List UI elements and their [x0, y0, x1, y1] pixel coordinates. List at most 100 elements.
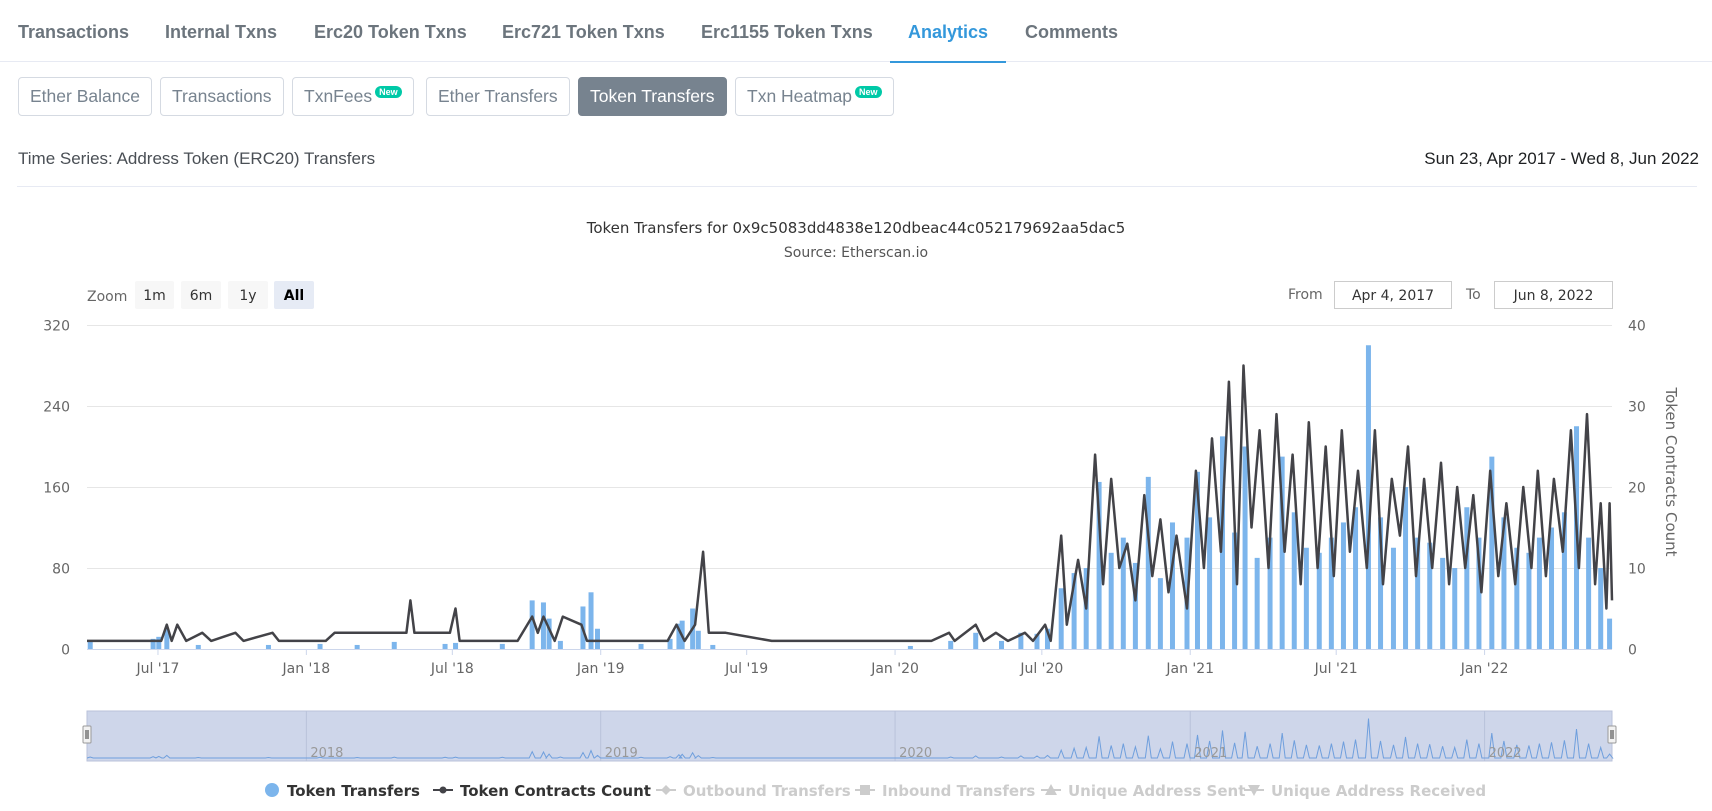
zoom-6m-label: 6m	[190, 288, 213, 304]
legend-label: Unique Address Sent	[1068, 782, 1245, 800]
tab-analytics[interactable]: Analytics	[889, 0, 1007, 63]
from-date-input[interactable]: Apr 4, 2017	[1334, 281, 1452, 309]
token-transfers-bar	[1132, 562, 1138, 649]
token-transfers-bar	[1464, 507, 1470, 649]
navigator-right-handle[interactable]	[1607, 725, 1617, 744]
divider	[17, 186, 1697, 187]
navigator[interactable]: 2018 2019 2020 2021 2022	[82, 710, 1617, 762]
token-transfers-bar	[1267, 537, 1273, 649]
subtab-txnfees-label: TxnFees	[304, 86, 373, 106]
tab-erc20-token-txns[interactable]: Erc20 Token Txns	[314, 22, 467, 42]
legend-item-unique-address-sent[interactable]: Unique Address Sent	[1041, 782, 1245, 800]
token-transfers-bar	[999, 640, 1005, 649]
token-contracts-count-line	[87, 364, 1614, 643]
token-transfers-bar	[1303, 547, 1309, 649]
token-transfers-bar	[354, 644, 360, 649]
right-tick-label: 0	[1628, 643, 1637, 659]
x-tick-label: Jan '22	[1460, 661, 1509, 677]
token-transfers-bar	[667, 638, 673, 649]
subtab-token-transfers[interactable]: Token Transfers	[578, 77, 727, 116]
gridlines	[87, 325, 1612, 569]
x-tick-label: Jan '21	[1165, 661, 1214, 677]
zoom-1m-label: 1m	[143, 288, 166, 304]
token-transfers-bar	[710, 644, 716, 649]
x-tick-label: Jan '18	[282, 661, 331, 677]
tab-transactions[interactable]: Transactions	[18, 22, 130, 42]
navigator-years: 2018 2019 2020 2021 2022	[310, 746, 1521, 761]
token-transfers-bar	[1607, 618, 1613, 649]
date-range: Sun 23, Apr 2017 - Wed 8, Jun 2022	[1424, 149, 1699, 168]
x-tick-label: Jan '20	[870, 661, 919, 677]
subtab-transactions[interactable]: Transactions	[160, 77, 284, 116]
token-transfers-bar	[391, 641, 397, 649]
token-transfers-bar	[540, 602, 546, 649]
token-transfers-bar	[1096, 481, 1102, 649]
tab-erc721-token-txns[interactable]: Erc721 Token Txns	[502, 22, 665, 42]
token-transfers-bar	[317, 643, 323, 649]
left-axis: 0 80 160 240 320	[43, 319, 70, 659]
subtab-ether-balance[interactable]: Ether Balance	[18, 77, 152, 116]
subtab-txn-heatmap-label: Txn Heatmap	[747, 86, 853, 106]
new-badge: New	[855, 86, 882, 98]
zoom-1m-button[interactable]: 1m	[135, 281, 174, 309]
subtab-txn-heatmap[interactable]: Txn Heatmap New	[735, 77, 894, 116]
token-transfers-bar	[1353, 507, 1359, 649]
token-transfers-bar	[87, 640, 93, 649]
token-transfers-bar	[1194, 471, 1200, 649]
token-transfers-bar	[1586, 537, 1592, 649]
token-transfers-bar	[1514, 547, 1520, 649]
legend-item-inbound-transfers[interactable]: Inbound Transfers	[855, 782, 1035, 800]
tab-comments[interactable]: Comments	[1025, 22, 1119, 42]
subtab-token-transfers-label: Token Transfers	[590, 86, 715, 106]
token-transfers-bar	[1378, 517, 1384, 649]
x-tick-label: Jul '20	[1019, 661, 1063, 677]
zoom-6m-button[interactable]: 6m	[181, 281, 221, 309]
token-transfers-bar	[1427, 542, 1433, 649]
subtab-ether-balance-label: Ether Balance	[30, 86, 140, 106]
token-transfers-bar	[1291, 512, 1297, 649]
token-transfers-bar	[1120, 537, 1126, 649]
legend-label: Token Transfers	[287, 782, 420, 800]
legend-item-outbound-transfers[interactable]: Outbound Transfers	[656, 782, 851, 800]
tab-internal-txns[interactable]: Internal Txns	[165, 22, 278, 42]
zoom-all-button[interactable]: All	[274, 281, 314, 309]
legend-label: Outbound Transfers	[683, 782, 851, 800]
token-transfers-bar	[1328, 537, 1334, 649]
token-transfers-bar	[1536, 537, 1542, 649]
x-tick-label: Jul '21	[1314, 661, 1358, 677]
subtab-transactions-label: Transactions	[172, 86, 272, 106]
token-transfers-bar	[1145, 476, 1151, 649]
legend-item-token-contracts-count[interactable]: Token Contracts Count	[433, 782, 651, 800]
subtab-txnfees[interactable]: TxnFees New	[292, 77, 414, 116]
navigator-year-dividers	[305, 711, 1486, 761]
token-transfers-bar	[1390, 547, 1396, 649]
token-transfers-bar	[1415, 537, 1421, 649]
x-axis: Jul '17 Jan '18 Jul '18 Jan '19 Jul '19 Jan '…	[135, 649, 1508, 677]
token-transfers-bar	[1561, 512, 1567, 649]
left-tick-label: 0	[61, 643, 70, 659]
token-transfers-bar	[156, 636, 162, 649]
subtab-ether-transfers[interactable]: Ether Transfers	[426, 77, 570, 116]
tab-erc1155-token-txns[interactable]: Erc1155 Token Txns	[701, 22, 873, 42]
token-transfers-bar	[442, 643, 448, 649]
navigator-left-handle[interactable]	[82, 725, 92, 744]
token-transfers-bar	[1034, 633, 1040, 649]
left-tick-label: 80	[52, 562, 70, 578]
token-transfers-bar	[1018, 632, 1024, 649]
navigator-series	[87, 718, 1614, 759]
legend-item-token-transfers[interactable]: Token Transfers	[265, 782, 420, 800]
x-tick-label: Jul '17	[135, 661, 179, 677]
new-badge: New	[375, 86, 402, 98]
token-transfers-bar	[594, 628, 600, 649]
to-date-input[interactable]: Jun 8, 2022	[1494, 281, 1613, 309]
zoom-1y-button[interactable]: 1y	[228, 281, 268, 309]
token-transfers-bar	[195, 644, 201, 649]
token-transfers-bar	[453, 642, 459, 649]
right-tick-label: 20	[1628, 481, 1646, 497]
token-transfers-bar	[1157, 578, 1163, 649]
to-date-value: Jun 8, 2022	[1513, 288, 1594, 304]
token-transfers-bar	[973, 632, 979, 649]
token-transfers-bar	[907, 645, 913, 649]
legend-item-unique-address-received[interactable]: Unique Address Received	[1244, 782, 1486, 800]
token-transfers-bar	[1169, 522, 1175, 649]
